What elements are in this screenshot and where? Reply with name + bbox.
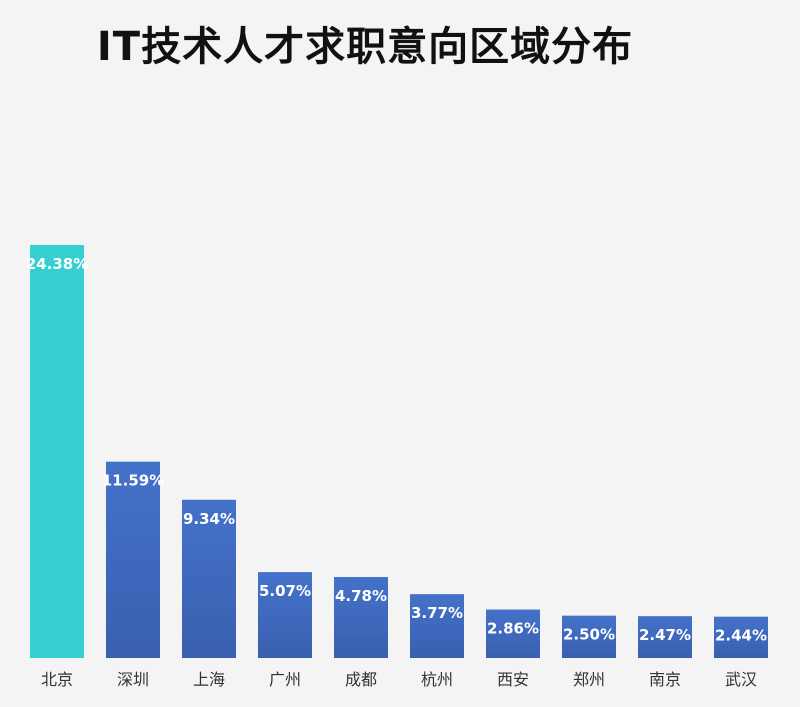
bar-7 bbox=[486, 609, 540, 658]
category-labels-group: 北京 深圳 上海 广州 成都 杭州 西安 郑州 南京 武汉 bbox=[41, 670, 757, 689]
value-label-7: 2.86% bbox=[487, 620, 539, 638]
value-labels-group: 24.38% 11.59% 9.34% 5.07% 4.78% 3.77% 2.86% 2.5… bbox=[26, 255, 767, 645]
value-label-8: 2.50% bbox=[563, 626, 615, 644]
value-label-2: 11.59% bbox=[102, 472, 164, 490]
category-label-7: 西安 bbox=[497, 670, 529, 689]
category-label-4: 广州 bbox=[269, 670, 301, 689]
value-label-6: 3.77% bbox=[411, 604, 463, 622]
bar-4 bbox=[258, 572, 312, 658]
bar-9 bbox=[638, 616, 692, 658]
value-label-4: 5.07% bbox=[259, 582, 311, 600]
value-label-10: 2.44% bbox=[715, 627, 767, 645]
category-label-5: 成都 bbox=[345, 670, 377, 689]
bar-6 bbox=[410, 594, 464, 658]
bar-3 bbox=[182, 499, 236, 658]
bar-8 bbox=[562, 615, 616, 658]
bar-1 bbox=[30, 245, 84, 658]
bar-10 bbox=[714, 616, 768, 658]
category-label-6: 杭州 bbox=[421, 670, 453, 689]
value-label-3: 9.34% bbox=[183, 510, 235, 528]
bars-group bbox=[30, 245, 768, 658]
value-label-1: 24.38% bbox=[26, 255, 88, 273]
bar-5 bbox=[334, 577, 388, 658]
category-label-1: 北京 bbox=[41, 670, 73, 689]
category-label-2: 深圳 bbox=[117, 670, 149, 689]
chart-title: IT技术人才求职意向区域分布 bbox=[96, 24, 634, 70]
category-label-8: 郑州 bbox=[573, 670, 605, 689]
category-label-3: 上海 bbox=[193, 670, 225, 689]
value-label-5: 4.78% bbox=[335, 587, 387, 605]
category-label-10: 武汉 bbox=[725, 670, 757, 689]
value-label-9: 2.47% bbox=[639, 626, 691, 644]
bar-2 bbox=[106, 461, 160, 658]
category-label-9: 南京 bbox=[649, 670, 681, 689]
